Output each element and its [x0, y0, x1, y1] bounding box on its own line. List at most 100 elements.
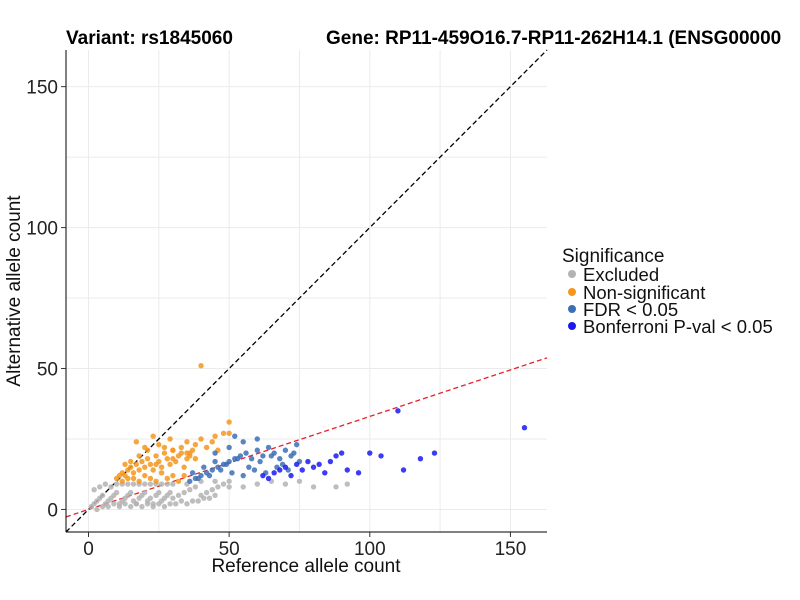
point-non-significant	[156, 441, 162, 448]
point-non-significant	[170, 447, 176, 453]
point-bonferroni-p-val-0-05	[293, 461, 300, 468]
point-excluded	[113, 481, 120, 487]
point-excluded	[127, 503, 134, 510]
point-excluded	[178, 498, 185, 504]
point-excluded	[170, 495, 176, 501]
point-excluded	[192, 484, 199, 490]
point-non-significant	[147, 475, 154, 482]
point-non-significant	[184, 450, 190, 456]
point-non-significant	[127, 464, 134, 470]
point-bonferroni-p-val-0-05	[322, 470, 328, 476]
point-excluded	[150, 503, 156, 510]
point-excluded	[139, 503, 145, 510]
point-bonferroni-p-val-0-05	[282, 464, 289, 470]
point-excluded	[105, 503, 111, 510]
point-excluded	[226, 484, 232, 490]
point-excluded	[161, 503, 168, 510]
point-bonferroni-p-val-0-05	[333, 453, 339, 459]
point-bonferroni-p-val-0-05	[417, 456, 424, 462]
point-excluded	[212, 478, 218, 484]
point-excluded	[158, 481, 165, 487]
point-bonferroni-p-val-0-05	[260, 472, 266, 479]
x-tick-label: 150	[495, 539, 527, 560]
point-non-significant	[127, 458, 134, 465]
point-bonferroni-p-val-0-05	[310, 464, 317, 470]
point-excluded	[133, 501, 140, 507]
point-excluded	[215, 484, 221, 490]
point-excluded	[130, 481, 137, 487]
point-excluded	[175, 492, 182, 499]
legend-label-excluded: Excluded	[583, 264, 659, 285]
point-excluded	[296, 478, 303, 484]
point-excluded	[226, 478, 232, 484]
point-fdr-0-05	[223, 461, 230, 468]
legend-label-non-significant: Non-significant	[583, 282, 705, 303]
point-excluded	[206, 495, 213, 501]
point-excluded	[164, 481, 170, 487]
point-bonferroni-p-val-0-05	[400, 467, 407, 473]
point-excluded	[102, 481, 109, 487]
point-bonferroni-p-val-0-05	[277, 467, 283, 473]
point-fdr-0-05	[277, 456, 283, 462]
point-excluded	[173, 501, 179, 507]
point-fdr-0-05	[254, 447, 260, 453]
point-non-significant	[198, 436, 204, 442]
point-fdr-0-05	[268, 453, 275, 459]
point-excluded	[97, 484, 103, 490]
point-excluded	[122, 501, 128, 507]
point-bonferroni-p-val-0-05	[271, 470, 277, 476]
point-non-significant	[181, 464, 187, 470]
point-non-significant	[158, 464, 165, 470]
point-non-significant	[136, 467, 142, 473]
point-excluded	[142, 481, 148, 487]
axes	[65, 50, 547, 533]
point-non-significant	[150, 467, 156, 473]
point-fdr-0-05	[265, 444, 272, 451]
legend-marker-fdr	[568, 305, 576, 313]
point-non-significant	[153, 453, 159, 459]
point-excluded	[212, 492, 218, 499]
point-fdr-0-05	[212, 458, 218, 465]
legend-title: Significance	[562, 246, 664, 267]
point-fdr-0-05	[212, 450, 218, 456]
point-excluded	[167, 501, 173, 507]
point-excluded	[344, 481, 350, 487]
point-non-significant	[119, 478, 125, 484]
point-excluded	[142, 489, 148, 496]
reference-line-allelic-ratio-fit	[65, 357, 548, 518]
point-excluded	[220, 481, 227, 487]
x-axis-label: Reference allele count	[211, 556, 401, 577]
point-excluded	[156, 501, 162, 507]
point-non-significant	[158, 470, 165, 476]
point-non-significant	[192, 441, 199, 448]
point-excluded	[144, 501, 151, 507]
point-non-significant	[142, 464, 148, 470]
point-fdr-0-05	[243, 450, 249, 456]
point-excluded	[99, 492, 106, 499]
point-non-significant	[170, 456, 176, 462]
point-bonferroni-p-val-0-05	[338, 450, 345, 456]
point-non-significant	[142, 444, 148, 451]
point-fdr-0-05	[260, 453, 266, 459]
point-non-significant	[136, 478, 142, 484]
point-fdr-0-05	[218, 467, 224, 473]
point-fdr-0-05	[226, 444, 232, 451]
point-non-significant	[142, 472, 148, 479]
axis-ticks: 0 50 100 150 0 50 100 150	[26, 78, 526, 560]
point-excluded	[91, 487, 97, 493]
y-tick-label: 50	[37, 360, 58, 381]
point-fdr-0-05	[234, 456, 241, 462]
point-non-significant	[125, 475, 131, 482]
point-excluded	[113, 489, 120, 496]
point-fdr-0-05	[229, 470, 235, 476]
point-excluded	[170, 481, 176, 487]
point-non-significant	[181, 472, 187, 479]
point-excluded	[282, 481, 289, 487]
point-bonferroni-p-val-0-05	[316, 461, 322, 468]
point-non-significant	[167, 436, 173, 442]
point-non-significant	[161, 450, 168, 456]
point-bonferroni-p-val-0-05	[327, 458, 334, 465]
point-non-significant	[178, 444, 185, 451]
point-non-significant	[167, 461, 173, 468]
point-bonferroni-p-val-0-05	[431, 450, 438, 456]
